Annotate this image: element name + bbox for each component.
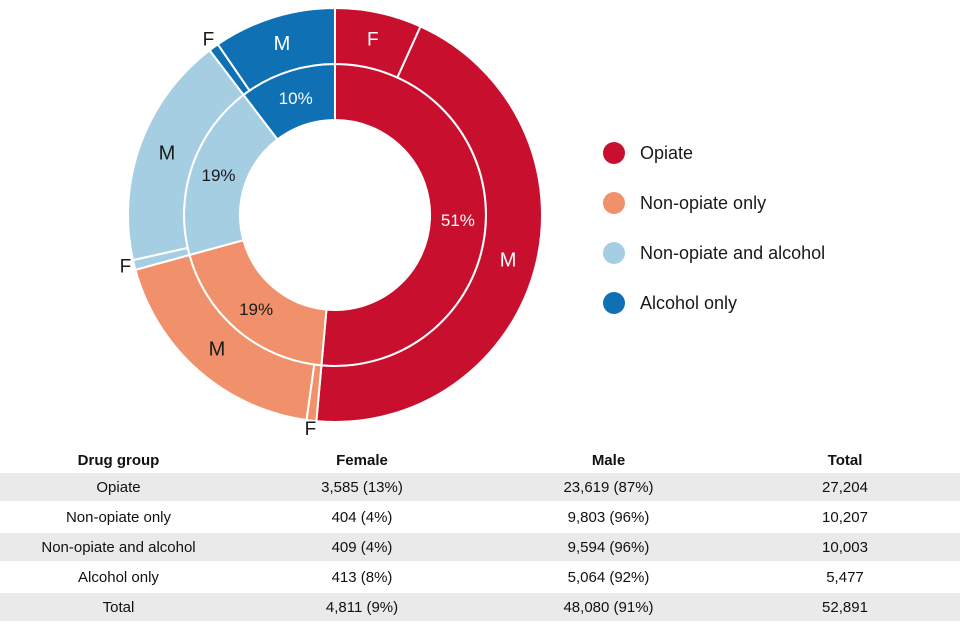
table-cell: Non-opiate only (0, 502, 237, 533)
share-label-opiate: 51% (441, 211, 475, 230)
legend-item-opiate: Opiate (603, 128, 825, 178)
male-label-non-opiate-and-alcohol: M (159, 143, 176, 165)
male-label-opiate: M (500, 250, 517, 272)
legend-label-non-opiate-and-alcohol: Non-opiate and alcohol (640, 242, 826, 263)
table-cell: 404 (4%) (237, 502, 487, 533)
table-cell: 5,064 (92%) (487, 562, 730, 593)
drug-group-table: Drug group Female Male Total Opiate 3,58… (0, 447, 960, 623)
legend-label-non-opiate-only: Non-opiate only (640, 192, 767, 213)
column-header-female: Female (237, 447, 487, 473)
legend-item-alcohol-only: Alcohol only (603, 278, 825, 328)
legend-item-non-opiate-and-alcohol: Non-opiate and alcohol (603, 228, 825, 278)
table-row-non-opiate-and-alcohol: Non-opiate and alcohol 409 (4%) 9,594 (9… (0, 532, 960, 563)
legend-label-alcohol-only: Alcohol only (640, 292, 738, 313)
female-label-non-opiate-and-alcohol: F (120, 257, 132, 278)
table-cell: Alcohol only (0, 562, 237, 593)
legend-swatch-non-opiate-only (603, 192, 625, 214)
legend-item-non-opiate-only: Non-opiate only (603, 178, 825, 228)
table-cell: Opiate (0, 473, 237, 503)
donut-chart: 51% M F 19% M F 19% M F 10% M F (0, 0, 565, 447)
outer-segment-opiate-male (315, 25, 544, 423)
legend-swatch-opiate (603, 142, 625, 164)
chart-legend: Opiate Non-opiate only Non-opiate and al… (603, 128, 825, 328)
table-cell: 27,204 (730, 473, 960, 503)
column-header-male: Male (487, 447, 730, 473)
table-cell: 413 (8%) (237, 562, 487, 593)
table-row-alcohol-only: Alcohol only 413 (8%) 5,064 (92%) 5,477 (0, 562, 960, 593)
legend-swatch-non-opiate-and-alcohol (603, 242, 625, 264)
table-row-non-opiate-only: Non-opiate only 404 (4%) 9,803 (96%) 10,… (0, 502, 960, 533)
table-cell: 409 (4%) (237, 532, 487, 563)
table-cell: 10,003 (730, 532, 960, 563)
table-cell: 48,080 (91%) (487, 592, 730, 623)
female-label-opiate: F (367, 30, 379, 51)
share-label-alcohol-only: 10% (279, 89, 313, 108)
male-label-alcohol-only: M (274, 33, 291, 55)
share-label-non-opiate-only: 19% (239, 300, 273, 319)
table-cell: 3,585 (13%) (237, 473, 487, 503)
summary-table: Drug group Female Male Total Opiate 3,58… (0, 447, 960, 623)
outer-segment-alcohol-only-male (216, 6, 336, 92)
table-cell: 9,594 (96%) (487, 532, 730, 563)
share-label-non-opiate-and-alcohol: 19% (201, 166, 235, 185)
column-header-total: Total (730, 447, 960, 473)
table-row-total: Total 4,811 (9%) 48,080 (91%) 52,891 (0, 592, 960, 623)
table-cell: 52,891 (730, 592, 960, 623)
male-label-non-opiate-only: M (209, 339, 226, 361)
legend-swatch-alcohol-only (603, 292, 625, 314)
table-header-row: Drug group Female Male Total (0, 447, 960, 473)
table-cell: 5,477 (730, 562, 960, 593)
table-cell: Total (0, 592, 237, 623)
donut-chart-svg: 51% M F 19% M F 19% M F 10% M F (120, 6, 544, 440)
column-header-drug-group: Drug group (0, 447, 237, 473)
table-cell: Non-opiate and alcohol (0, 532, 237, 563)
table-cell: 10,207 (730, 502, 960, 533)
legend-label-opiate: Opiate (640, 142, 694, 163)
female-label-alcohol-only: F (203, 30, 215, 51)
table-cell: 23,619 (87%) (487, 473, 730, 503)
table-cell: 4,811 (9%) (237, 592, 487, 623)
female-label-non-opiate-only: F (305, 419, 317, 440)
table-cell: 9,803 (96%) (487, 502, 730, 533)
table-row-opiate: Opiate 3,585 (13%) 23,619 (87%) 27,204 (0, 473, 960, 503)
